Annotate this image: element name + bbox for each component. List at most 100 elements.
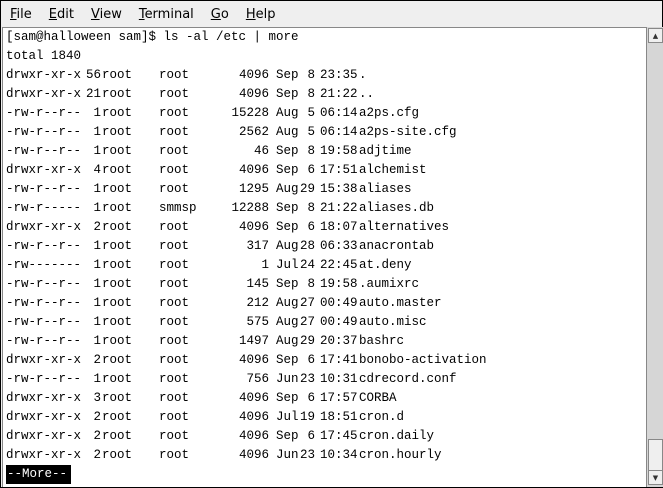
col-size: 46 (253, 144, 269, 158)
col-links: 1 (93, 106, 101, 120)
col-size: 4096 (238, 410, 269, 424)
col-mon: Jun (276, 372, 299, 386)
col-group: root (159, 296, 190, 310)
col-mon: Sep (276, 429, 299, 443)
col-owner: root (102, 258, 133, 272)
col-perm: -rw-r--r-- (6, 106, 82, 120)
col-size: 1 (261, 258, 269, 272)
col-perm: drwxr-xr-x (6, 448, 82, 462)
col-mon: Aug (276, 296, 299, 310)
arrow-up-icon[interactable]: ▲ (648, 28, 663, 43)
col-group: root (159, 87, 190, 101)
col-time: 19:58 (320, 144, 358, 158)
col-mon: Aug (276, 182, 299, 196)
menu-edit[interactable]: Edit (48, 6, 74, 22)
listing-row: -rw-r--r-- 1 root root 2562 Aug 5 06:14 a2ps-sit… (3, 123, 643, 142)
command-prompt-line: [sam@halloween sam]$ ls -al /etc | more (6, 30, 299, 44)
col-perm: drwxr-xr-x (6, 429, 82, 443)
col-name: alternatives (359, 220, 450, 234)
menu-view[interactable]: View (90, 6, 122, 22)
col-name: anacrontab (359, 239, 435, 253)
col-size: 4096 (238, 87, 269, 101)
col-time: 17:41 (320, 353, 358, 367)
col-links: 1 (93, 277, 101, 291)
col-size: 2562 (238, 125, 269, 139)
arrow-down-icon[interactable]: ▼ (648, 470, 663, 485)
listing-row: -rw-r--r-- 1 root root 756 Jun 23 10:31 cdrecord… (3, 370, 643, 389)
col-group: root (159, 182, 190, 196)
col-perm: drwxr-xr-x (6, 220, 82, 234)
listing-row: drwxr-xr-x 2 root root 4096 Sep 6 17:41 bonobo-a… (3, 351, 643, 370)
col-group: root (159, 220, 190, 234)
listing-row: -rw------- 1 root root 1 Jul 24 22:45 at.deny (3, 256, 643, 275)
listing-row: drwxr-xr-x 56 root root 4096 Sep 8 23:35. (3, 66, 643, 85)
col-links: 56 (85, 68, 101, 82)
col-perm: -rw-r--r-- (6, 334, 82, 348)
col-mon: Aug (276, 106, 299, 120)
col-perm: -rw-r--r-- (6, 125, 82, 139)
col-size: 4096 (238, 448, 269, 462)
col-links: 1 (93, 372, 101, 386)
col-links: 2 (93, 410, 101, 424)
col-links: 1 (93, 239, 101, 253)
listing-row: drwxr-xr-x 4 root root 4096 Sep 6 17:51 alchemis… (3, 161, 643, 180)
col-perm: -rw-r--r-- (6, 239, 82, 253)
col-links: 1 (93, 334, 101, 348)
menu-help[interactable]: Help (245, 6, 276, 22)
col-links: 2 (93, 220, 101, 234)
listing-row: -rw-r--r-- 1 root root 575 Aug 27 00:49 auto.mis… (3, 313, 643, 332)
menu-file[interactable]: File (10, 6, 32, 22)
col-mon: Sep (276, 144, 299, 158)
col-mon: Aug (276, 239, 299, 253)
col-owner: root (102, 144, 133, 158)
col-day: 6 (307, 391, 315, 405)
col-name: . (359, 68, 367, 82)
col-mon: Jun (276, 448, 299, 462)
col-mon: Sep (276, 220, 299, 234)
col-mon: Sep (276, 87, 299, 101)
col-time: 23:35 (320, 68, 358, 82)
col-perm: drwxr-xr-x (6, 410, 82, 424)
col-owner: root (102, 391, 133, 405)
col-perm: -rw------- (6, 258, 82, 272)
col-owner: root (102, 106, 133, 120)
col-day: 8 (307, 277, 315, 291)
col-owner: root (102, 239, 133, 253)
col-owner: root (102, 429, 133, 443)
col-time: 21:22 (320, 201, 358, 215)
col-links: 3 (93, 391, 101, 405)
col-day: 29 (299, 334, 315, 348)
col-size: 1497 (238, 334, 269, 348)
col-group: root (159, 372, 190, 386)
total-line: total 1840 (6, 49, 82, 63)
col-group: root (159, 410, 190, 424)
col-day: 8 (307, 87, 315, 101)
col-name: cron.d (359, 410, 405, 424)
col-links: 1 (93, 258, 101, 272)
col-time: 06:14 (320, 106, 358, 120)
col-size: 12288 (231, 201, 269, 215)
col-size: 1295 (238, 182, 269, 196)
vertical-scrollbar[interactable]: ▲ ▼ (646, 27, 663, 487)
scrollbar-thumb[interactable] (648, 439, 663, 471)
col-size: 4096 (238, 68, 269, 82)
menu-terminal[interactable]: Terminal (138, 6, 194, 22)
col-group: root (159, 144, 190, 158)
listing-row: drwxr-xr-x 2 root root 4096 Sep 6 18:07 alternat… (3, 218, 643, 237)
menu-go[interactable]: Go (210, 6, 229, 22)
col-day: 23 (299, 372, 315, 386)
col-name: CORBA (359, 391, 397, 405)
col-day: 27 (299, 296, 315, 310)
col-name: adjtime (359, 144, 412, 158)
col-size: 317 (246, 239, 269, 253)
col-mon: Aug (276, 315, 299, 329)
col-perm: drwxr-xr-x (6, 353, 82, 367)
col-group: root (159, 106, 190, 120)
col-mon: Aug (276, 334, 299, 348)
listing-row: drwxr-xr-x 21 root root 4096 Sep 8 21:22.. (3, 85, 643, 104)
col-owner: root (102, 163, 133, 177)
col-time: 21:22 (320, 87, 358, 101)
terminal-output[interactable]: [sam@halloween sam]$ ls -al /etc | more … (2, 27, 646, 487)
col-size: 756 (246, 372, 269, 386)
col-size: 575 (246, 315, 269, 329)
